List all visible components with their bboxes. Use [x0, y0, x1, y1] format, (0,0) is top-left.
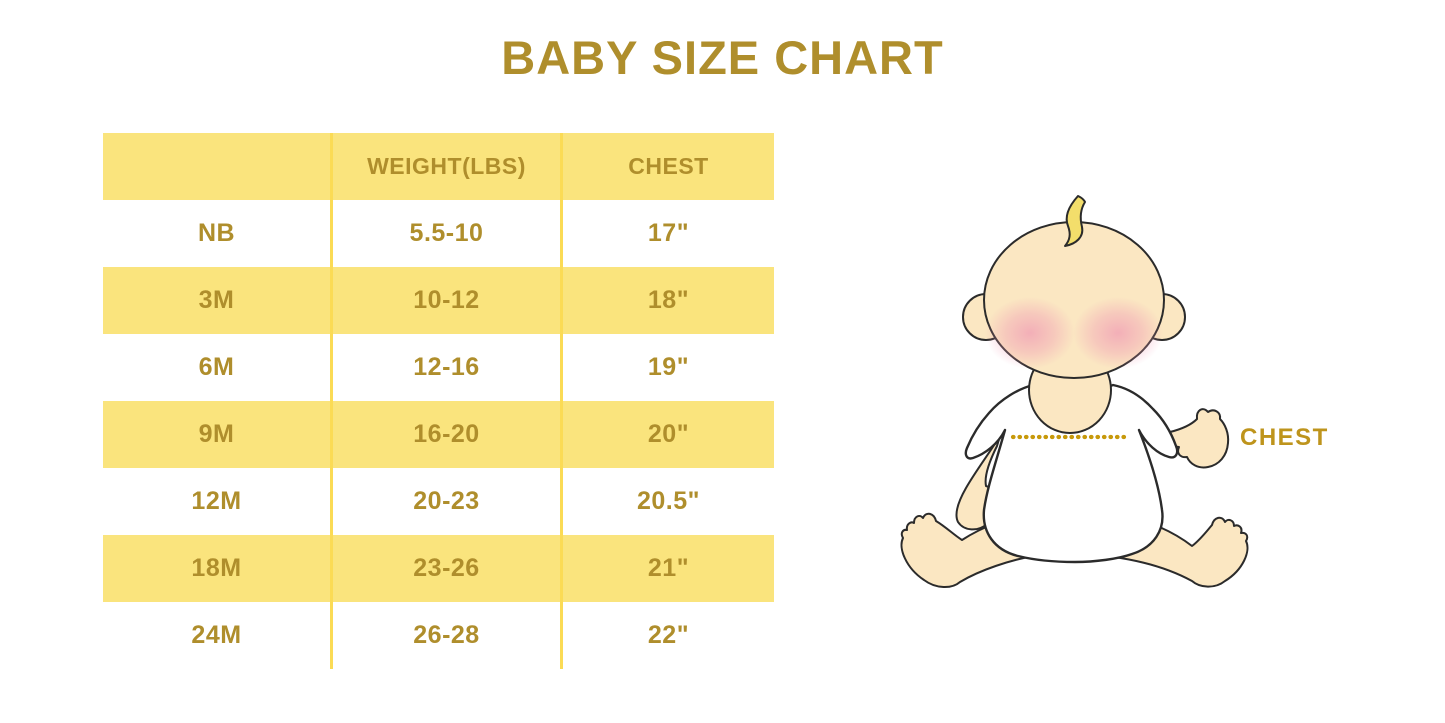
- baby-figure: CHEST: [870, 180, 1350, 620]
- size-cell: 3M: [198, 286, 235, 314]
- weight-cell: 16-20: [330, 401, 560, 468]
- chest-cell: 20.5": [560, 468, 774, 535]
- header-cell-chest: CHEST: [560, 133, 774, 200]
- chest-cell: 20": [560, 401, 774, 468]
- size-table: WEIGHT(LBS) CHEST NB 5.5-10 17" 3M 10-12…: [103, 133, 774, 669]
- table-row: 9M 16-20 20": [103, 401, 774, 468]
- baby-onesie: [964, 383, 1179, 564]
- size-cell: 6M: [198, 353, 235, 381]
- baby-illustration: CHEST: [900, 195, 1329, 588]
- chest-cell: 19": [560, 334, 774, 401]
- chest-cell: 21": [560, 535, 774, 602]
- table-header-row: WEIGHT(LBS) CHEST: [103, 133, 774, 200]
- chest-cell: 17": [560, 200, 774, 267]
- chest-cell: 18": [560, 267, 774, 334]
- size-cell: NB: [197, 219, 236, 247]
- weight-cell: 20-23: [330, 468, 560, 535]
- weight-cell: 10-12: [330, 267, 560, 334]
- baby-hair-icon: [1064, 195, 1086, 247]
- page-title: BABY SIZE CHART: [501, 31, 944, 84]
- size-cell: 18M: [191, 554, 242, 582]
- table-row: 12M 20-23 20.5": [103, 468, 774, 535]
- header-cell-weight: WEIGHT(LBS): [330, 133, 560, 200]
- size-cell: 12M: [191, 487, 242, 515]
- weight-cell: 23-26: [330, 535, 560, 602]
- weight-cell: 26-28: [330, 602, 560, 669]
- table-row: 6M 12-16 19": [103, 334, 774, 401]
- table-row: NB 5.5-10 17": [103, 200, 774, 267]
- table-row: 3M 10-12 18": [103, 267, 774, 334]
- chest-label: CHEST: [1240, 424, 1329, 451]
- header-cell-size: [103, 133, 330, 200]
- weight-cell: 12-16: [330, 334, 560, 401]
- baby-right-arm: [1169, 408, 1230, 469]
- table-row: 24M 26-28 22": [103, 602, 774, 669]
- size-cell: 24M: [191, 621, 242, 649]
- chest-cell: 22": [560, 602, 774, 669]
- table-row: 18M 23-26 21": [103, 535, 774, 602]
- weight-cell: 5.5-10: [330, 200, 560, 267]
- baby-right-cheek-blush: [1073, 297, 1163, 369]
- size-cell: 9M: [198, 420, 235, 448]
- baby-left-cheek-blush: [985, 297, 1075, 369]
